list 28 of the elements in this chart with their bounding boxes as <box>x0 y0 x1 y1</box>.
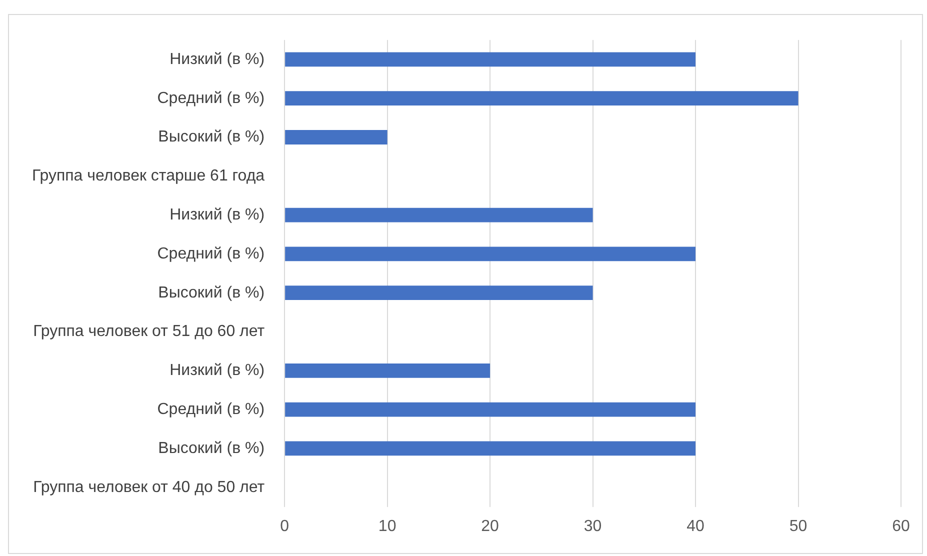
x-tick-label: 0 <box>280 518 290 535</box>
bar <box>285 91 798 106</box>
y-tick-label: Средний (в %) <box>157 90 265 107</box>
y-tick-label: Высокий (в %) <box>158 284 265 302</box>
bar <box>285 130 388 144</box>
x-tick-label: 60 <box>892 518 910 535</box>
y-tick-label: Низкий (в %) <box>170 50 265 68</box>
bar <box>285 246 696 262</box>
x-tick-label: 10 <box>378 518 396 535</box>
y-tick-label: Средний (в %) <box>157 400 265 418</box>
y-tick-label: Высокий (в %) <box>158 128 265 146</box>
bar <box>285 286 593 300</box>
bar <box>285 402 696 417</box>
y-tick-label: Низкий (в %) <box>170 362 265 380</box>
y-tick-label: Низкий (в %) <box>170 206 265 224</box>
x-tick-label: 50 <box>789 518 808 535</box>
y-tick-label: Средний (в %) <box>157 245 265 262</box>
x-tick-label: 20 <box>481 518 500 535</box>
bar <box>285 52 696 67</box>
y-tick-label: Группа человек от 51 до 60 лет <box>33 323 266 340</box>
y-tick-label: Группа человек от 40 до 50 лет <box>33 478 266 496</box>
y-tick-label: Группа человек старше 61 года <box>32 168 265 185</box>
bar <box>285 363 490 378</box>
x-tick-label: 30 <box>584 518 602 535</box>
y-tick-label: Высокий (в %) <box>158 440 265 457</box>
x-tick-label: 40 <box>686 518 705 535</box>
bar <box>285 208 593 222</box>
bar <box>285 441 696 456</box>
